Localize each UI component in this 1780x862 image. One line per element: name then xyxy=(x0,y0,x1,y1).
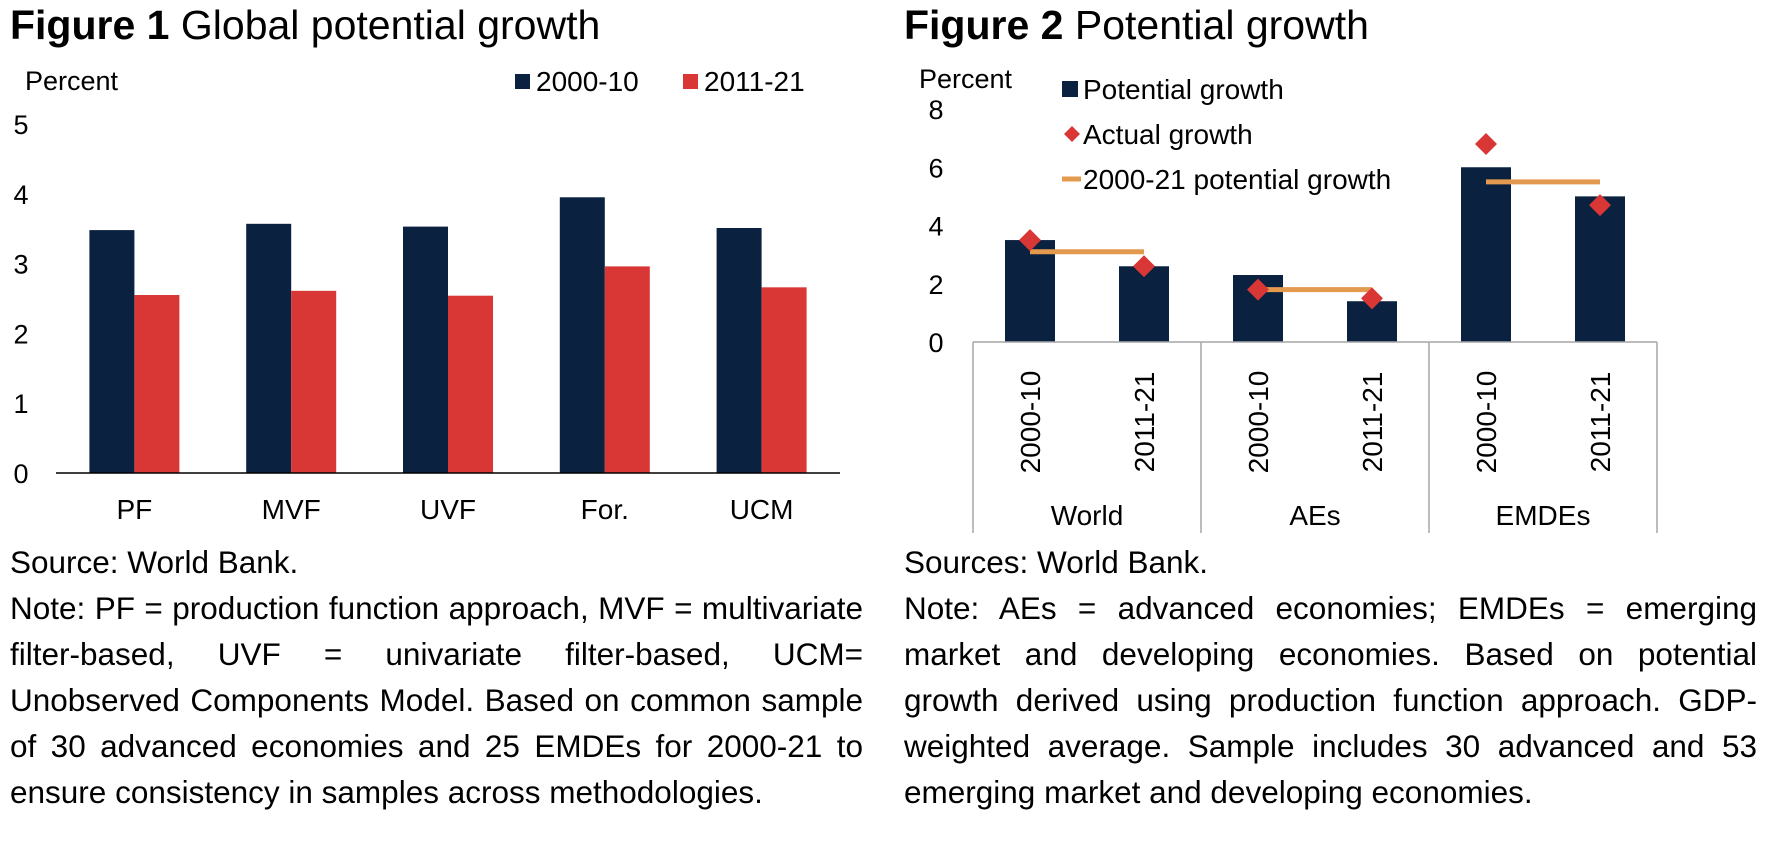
figure2-caption: Sources: World Bank. Note: AEs = advance… xyxy=(904,539,1757,815)
figure1-y-tick-label: 1 xyxy=(13,389,28,419)
figure1-bar-2011-21-PF xyxy=(134,295,180,473)
figure1-source: Source: World Bank. xyxy=(10,544,299,580)
figure1-x-tick-label: MVF xyxy=(262,494,321,525)
figure2-title: Figure 2 Potential growth xyxy=(904,2,1369,49)
figure1-y-tick-label: 3 xyxy=(13,250,28,280)
figure1-bar-2000-10-UVF xyxy=(403,226,448,473)
figure1-bar-2011-21-UVF xyxy=(448,295,493,473)
figure2-source: Sources: World Bank. xyxy=(904,544,1209,580)
figure2-y-tick-label: 4 xyxy=(928,212,943,242)
figure2-x-tick-label: 2000-10 xyxy=(1243,371,1274,474)
figure1-x-tick-label: For. xyxy=(581,494,629,525)
figure2-legend-swatch-potential xyxy=(1062,81,1078,97)
figure2-y-tick-label: 0 xyxy=(928,328,943,358)
figure1-y-tick-label: 0 xyxy=(13,459,28,489)
figure2-chart: Percent 0 2 4 6 8 2000-10 2011-21 2000-10 2011-21… xyxy=(919,64,1658,533)
figure2-x-tick-label: 2000-10 xyxy=(1015,371,1046,474)
figure1-title-text: Global potential growth xyxy=(180,2,601,48)
figure2-marker-World-2011-21 xyxy=(1133,255,1155,278)
figure2-marker-EMDEs-2011-21 xyxy=(1589,194,1611,217)
figure2-x-tick-label: 2011-21 xyxy=(1585,372,1616,473)
figure1-y-tick-label: 4 xyxy=(13,180,28,210)
figure2-y-tick-label: 6 xyxy=(928,153,943,183)
figure1-x-tick-label: PF xyxy=(117,494,153,525)
figure1-bar-2011-21-UCM xyxy=(761,287,807,473)
figure2-number: Figure 2 xyxy=(904,2,1064,48)
figure1-note: Note: PF = production function approach,… xyxy=(10,590,863,810)
figure2-title-text: Potential growth xyxy=(1074,2,1369,48)
figure1-legend-swatch-2011-21 xyxy=(683,74,698,89)
figure2-note: Note: AEs = advanced economies; EMDEs = … xyxy=(904,590,1757,810)
figure2-legend-label: 2000-21 potential growth xyxy=(1083,164,1391,195)
figure2-bar-EMDEs-2000-10 xyxy=(1461,167,1511,342)
figure1-title: Figure 1 Global potential growth xyxy=(10,2,600,49)
figure2-bar-World-2011-21 xyxy=(1119,266,1169,342)
figure2-marker-AEs-2000-10 xyxy=(1247,278,1269,301)
figure1-caption: Source: World Bank. Note: PF = productio… xyxy=(10,539,863,815)
figure2-y-tick-label: 8 xyxy=(928,95,943,125)
figure1-bar-2000-10-For. xyxy=(559,197,605,474)
figure2-x-tick-label: 2000-10 xyxy=(1471,371,1502,474)
figure1-legend-label: 2011-21 xyxy=(704,66,805,97)
figure1-number: Figure 1 xyxy=(10,2,170,48)
figure1-y-tick-label: 5 xyxy=(13,110,28,140)
figure2-bar-EMDEs-2011-21 xyxy=(1575,196,1625,342)
figure2-legend-label: Potential growth xyxy=(1083,74,1284,105)
figure2-x-tick-label: 2011-21 xyxy=(1357,372,1388,473)
figure1-x-tick-label: UCM xyxy=(730,494,794,525)
figure2-marker-World-2000-10 xyxy=(1019,229,1041,252)
figure1-bar-2000-10-MVF xyxy=(246,223,292,473)
figure1-bar-2011-21-For. xyxy=(604,266,650,473)
figure2-bar-World-2000-10 xyxy=(1005,240,1055,342)
figure2-y-axis-label: Percent xyxy=(919,64,1013,94)
figure1-y-tick-label: 2 xyxy=(13,319,28,349)
figure1-chart: Percent 0 1 2 3 4 5 PF MVF UVF For. UCM 2000-10 2011-… xyxy=(13,66,840,525)
figure1-legend-label: 2000-10 xyxy=(536,66,639,97)
figure1-bar-2011-21-MVF xyxy=(291,290,337,473)
figure1-legend-swatch-2000-10 xyxy=(515,74,530,89)
figure2-x-tick-label: 2011-21 xyxy=(1129,372,1160,473)
figure2-marker-AEs-2011-21 xyxy=(1361,287,1383,310)
figure2-group-label: EMDEs xyxy=(1496,500,1591,531)
figure1-bar-2000-10-UCM xyxy=(716,228,762,473)
figure2-legend-swatch-actual xyxy=(1064,126,1080,142)
figure2-legend-label: Actual growth xyxy=(1083,119,1253,150)
figure2-group-label: World xyxy=(1051,500,1124,531)
figure1-y-axis-label: Percent xyxy=(25,66,119,96)
figure2-group-label: AEs xyxy=(1289,500,1340,531)
figure1-bar-2000-10-PF xyxy=(89,230,135,473)
figure2-marker-EMDEs-2000-10 xyxy=(1475,132,1497,155)
figure2-y-tick-label: 2 xyxy=(928,270,943,300)
figure1-x-tick-label: UVF xyxy=(420,494,476,525)
